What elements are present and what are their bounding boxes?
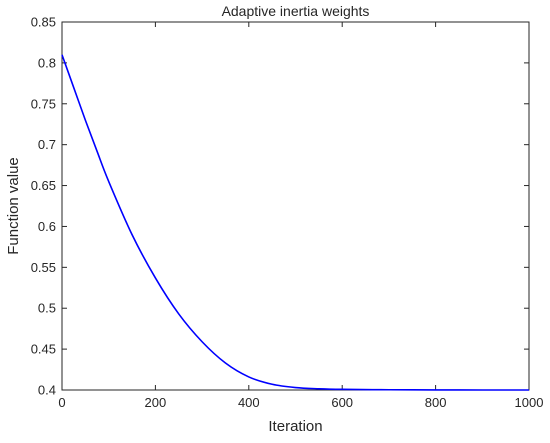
x-tick-label: 200 [145,395,167,410]
y-axis: 0.4 0.45 0.5 0.55 0.6 0.65 0.7 0.75 0.8 0.85 [31,15,529,398]
y-tick-label: 0.7 [38,137,56,152]
y-tick-label: 0.85 [31,15,56,30]
x-tick-label: 1000 [515,395,544,410]
x-tick-label: 800 [425,395,447,410]
y-tick-label: 0.6 [38,219,56,234]
y-tick-label: 0.8 [38,55,56,70]
y-tick-label: 0.65 [31,178,56,193]
x-axis: 0 200 400 600 800 1000 [58,22,543,410]
y-tick-label: 0.5 [38,301,56,316]
chart-title: Adaptive inertia weights [222,3,370,19]
plot-area [61,21,530,391]
y-tick-label: 0.4 [38,383,56,398]
series-line [61,54,530,391]
x-tick-label: 0 [58,395,65,410]
y-axis-label: Function value [5,157,22,255]
x-tick-label: 400 [238,395,260,410]
y-tick-label: 0.55 [31,260,56,275]
x-axis-label: Iteration [268,418,322,435]
y-tick-label: 0.45 [31,342,56,357]
x-tick-label: 600 [331,395,353,410]
y-tick-label: 0.75 [31,96,56,111]
